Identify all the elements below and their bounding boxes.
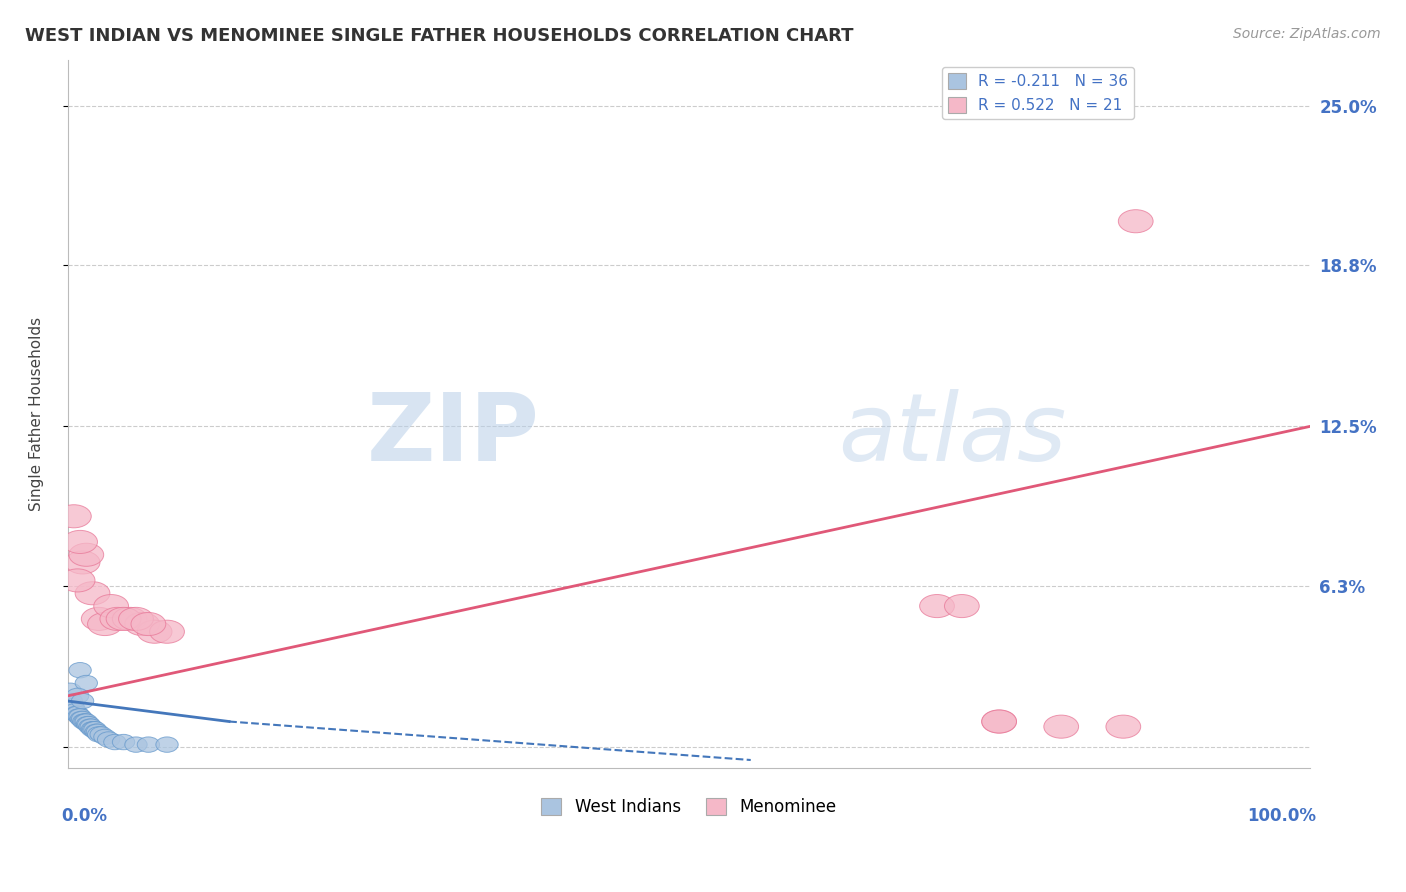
Text: 0.0%: 0.0%: [62, 806, 107, 824]
Ellipse shape: [112, 607, 148, 631]
Ellipse shape: [60, 693, 83, 709]
Ellipse shape: [87, 613, 122, 636]
Ellipse shape: [66, 706, 89, 722]
Y-axis label: Single Father Households: Single Father Households: [30, 317, 44, 511]
Ellipse shape: [1107, 715, 1140, 739]
Ellipse shape: [981, 710, 1017, 733]
Ellipse shape: [1043, 715, 1078, 739]
Text: 100.0%: 100.0%: [1247, 806, 1316, 824]
Ellipse shape: [156, 737, 179, 752]
Ellipse shape: [94, 595, 128, 617]
Ellipse shape: [138, 620, 172, 643]
Ellipse shape: [75, 675, 97, 690]
Ellipse shape: [104, 734, 127, 750]
Ellipse shape: [87, 727, 110, 742]
Ellipse shape: [56, 505, 91, 528]
Ellipse shape: [65, 706, 87, 722]
Ellipse shape: [125, 737, 148, 752]
Ellipse shape: [77, 716, 100, 731]
Ellipse shape: [82, 722, 104, 737]
Ellipse shape: [107, 607, 141, 631]
Ellipse shape: [82, 607, 117, 631]
Ellipse shape: [59, 683, 82, 698]
Ellipse shape: [63, 531, 97, 553]
Text: atlas: atlas: [838, 390, 1066, 481]
Ellipse shape: [84, 724, 107, 739]
Ellipse shape: [981, 710, 1017, 733]
Ellipse shape: [97, 731, 120, 747]
Ellipse shape: [67, 709, 90, 724]
Ellipse shape: [75, 714, 96, 730]
Ellipse shape: [63, 701, 84, 716]
Ellipse shape: [125, 613, 159, 636]
Ellipse shape: [1118, 210, 1153, 233]
Ellipse shape: [94, 730, 117, 745]
Legend: R = -0.211   N = 36, R = 0.522   N = 21: R = -0.211 N = 36, R = 0.522 N = 21: [942, 67, 1135, 119]
Ellipse shape: [84, 722, 107, 737]
Ellipse shape: [65, 551, 100, 574]
Ellipse shape: [69, 709, 91, 724]
Ellipse shape: [83, 722, 105, 737]
Ellipse shape: [80, 719, 103, 734]
Ellipse shape: [63, 704, 86, 719]
Ellipse shape: [75, 582, 110, 605]
Ellipse shape: [60, 569, 96, 592]
Text: ZIP: ZIP: [367, 389, 540, 481]
Ellipse shape: [86, 724, 108, 739]
Ellipse shape: [112, 734, 135, 750]
Ellipse shape: [90, 727, 112, 742]
Ellipse shape: [75, 714, 97, 730]
Ellipse shape: [73, 714, 96, 730]
Ellipse shape: [79, 719, 101, 734]
Ellipse shape: [131, 613, 166, 636]
Ellipse shape: [945, 595, 979, 617]
Ellipse shape: [138, 737, 159, 752]
Ellipse shape: [76, 716, 98, 731]
Ellipse shape: [72, 711, 94, 727]
Ellipse shape: [72, 693, 94, 709]
Text: Source: ZipAtlas.com: Source: ZipAtlas.com: [1233, 27, 1381, 41]
Ellipse shape: [100, 607, 135, 631]
Ellipse shape: [62, 698, 84, 714]
Ellipse shape: [920, 595, 955, 617]
Text: WEST INDIAN VS MENOMINEE SINGLE FATHER HOUSEHOLDS CORRELATION CHART: WEST INDIAN VS MENOMINEE SINGLE FATHER H…: [25, 27, 853, 45]
Ellipse shape: [66, 688, 89, 704]
Ellipse shape: [69, 543, 104, 566]
Ellipse shape: [69, 663, 91, 678]
Ellipse shape: [70, 711, 93, 727]
Ellipse shape: [118, 607, 153, 631]
Ellipse shape: [149, 620, 184, 643]
